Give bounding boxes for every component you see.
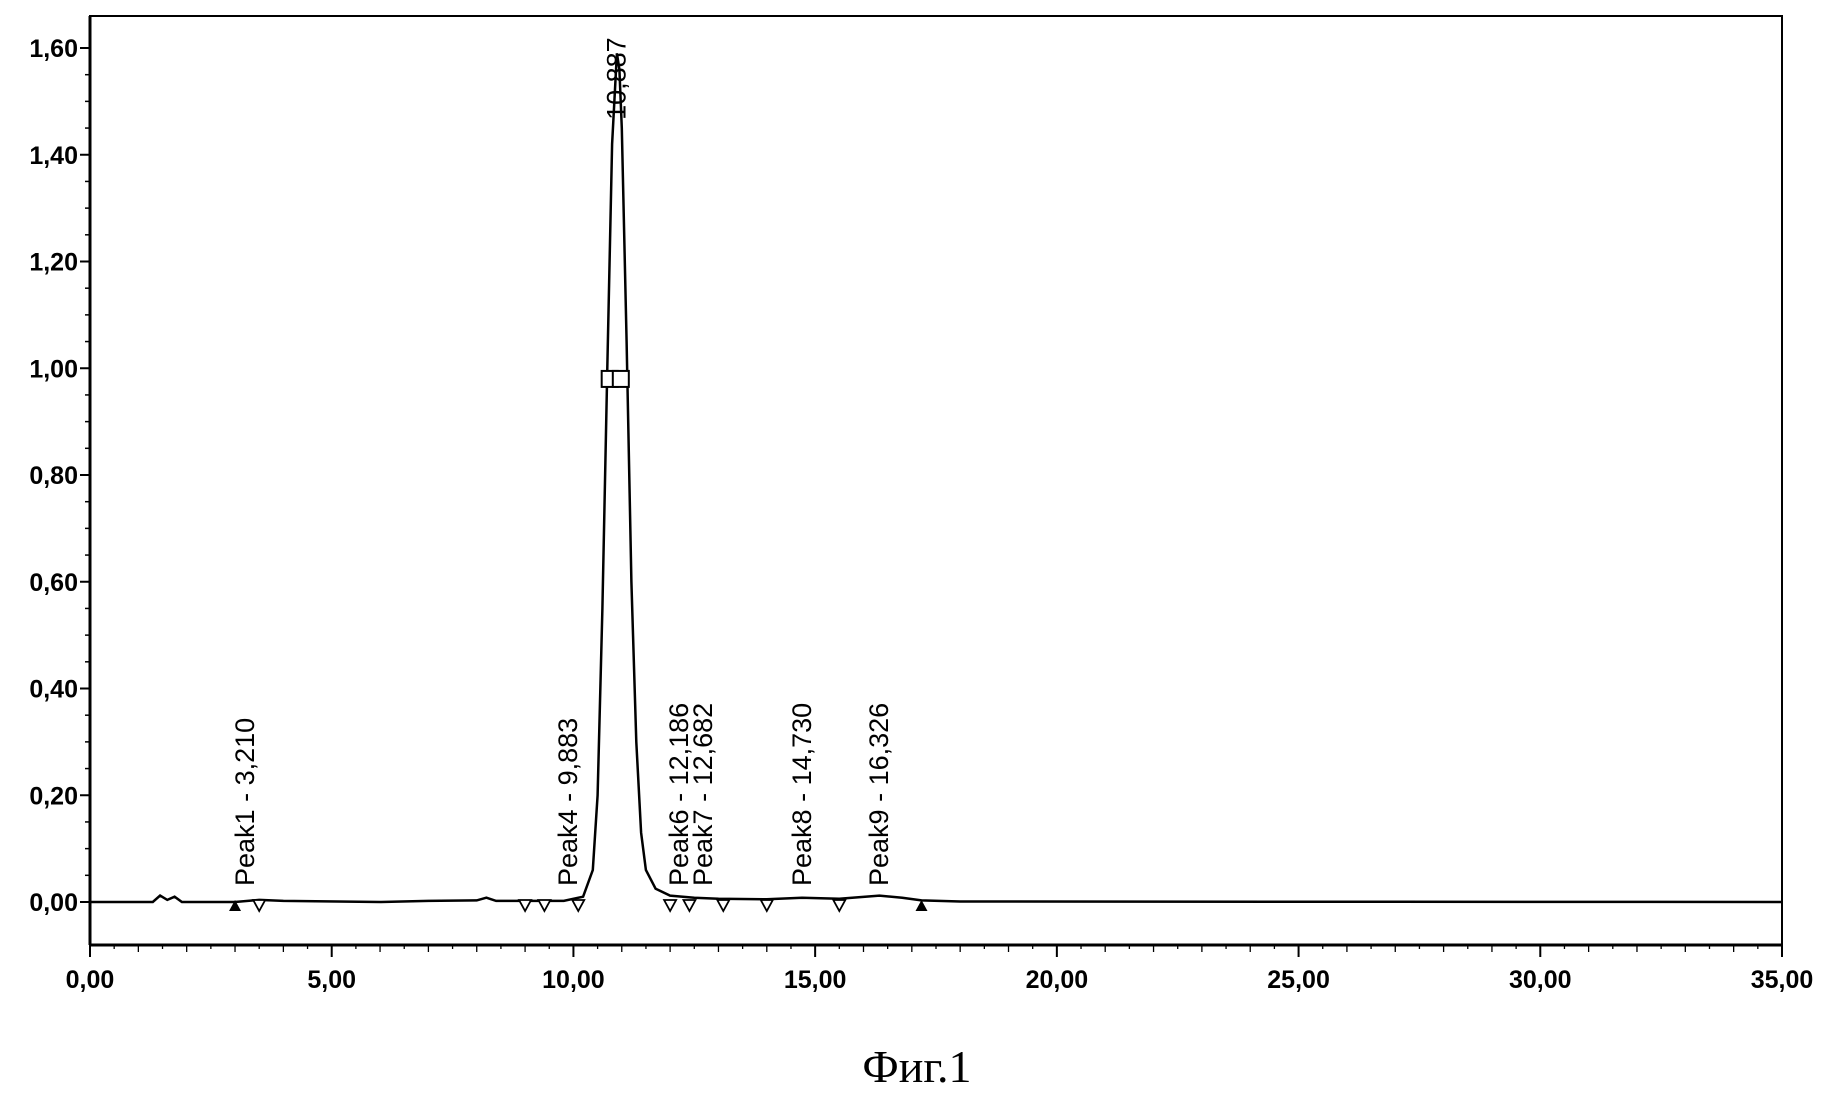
figure-caption: Фиг.1	[0, 1040, 1834, 1093]
peak-boundary-marker	[253, 900, 265, 911]
x-tick-label: 35,00	[1751, 966, 1814, 994]
peak-annotation: Peak9 - 16,326	[864, 703, 894, 886]
peak-boundary-marker	[572, 900, 584, 911]
y-tick-label: 0,80	[29, 462, 78, 490]
x-tick-label: 20,00	[1026, 966, 1089, 994]
peak-boundary-marker	[683, 900, 695, 911]
peak-annotation: Peak1 - 3,210	[230, 718, 260, 886]
y-tick-label: 1,60	[29, 35, 78, 63]
peak-annotation: Peak4 - 9,883	[553, 718, 583, 886]
series-line	[90, 53, 1782, 902]
y-tick-label: 0,00	[29, 889, 78, 917]
peak-boundary-marker	[519, 900, 531, 911]
peak-annotations: Peak1 - 3,210Peak4 - 9,883Peak6 - 12,186…	[230, 37, 894, 886]
y-tick-label: 0,40	[29, 676, 78, 704]
x-axis-ticks: 0,00 5,00 10,00 15,00 20,00 25,00 30,00 35,00	[66, 945, 1814, 994]
x-tick-label: 0,00	[66, 966, 115, 994]
plot-frame	[90, 16, 1782, 945]
x-tick-label: 15,00	[784, 966, 847, 994]
peak-bound-square	[613, 371, 629, 387]
y-tick-label: 1,20	[29, 249, 78, 277]
y-axis-ticks: 0,00 0,20 0,40 0,60 0,80 1,00 1,20 1,40 1,60	[29, 35, 90, 917]
x-tick-label: 10,00	[542, 966, 605, 994]
peak-annotation: Peak7 - 12,682	[688, 703, 718, 886]
x-tick-label: 30,00	[1509, 966, 1572, 994]
y-tick-label: 0,20	[29, 782, 78, 810]
y-tick-label: 0,60	[29, 569, 78, 597]
x-tick-label: 25,00	[1267, 966, 1330, 994]
y-tick-label: 1,00	[29, 355, 78, 383]
peak-boundary-marker	[538, 900, 550, 911]
peak-boundary-marker	[833, 900, 845, 911]
peak-annotation: 10,887	[601, 37, 631, 120]
y-tick-label: 1,40	[29, 142, 78, 170]
peak-boundary-marker	[761, 900, 773, 911]
peak-boundary-marker	[717, 900, 729, 911]
x-tick-label: 5,00	[307, 966, 356, 994]
peak-boundary-marker	[664, 900, 676, 911]
peak-annotation: Peak8 - 14,730	[787, 703, 817, 886]
